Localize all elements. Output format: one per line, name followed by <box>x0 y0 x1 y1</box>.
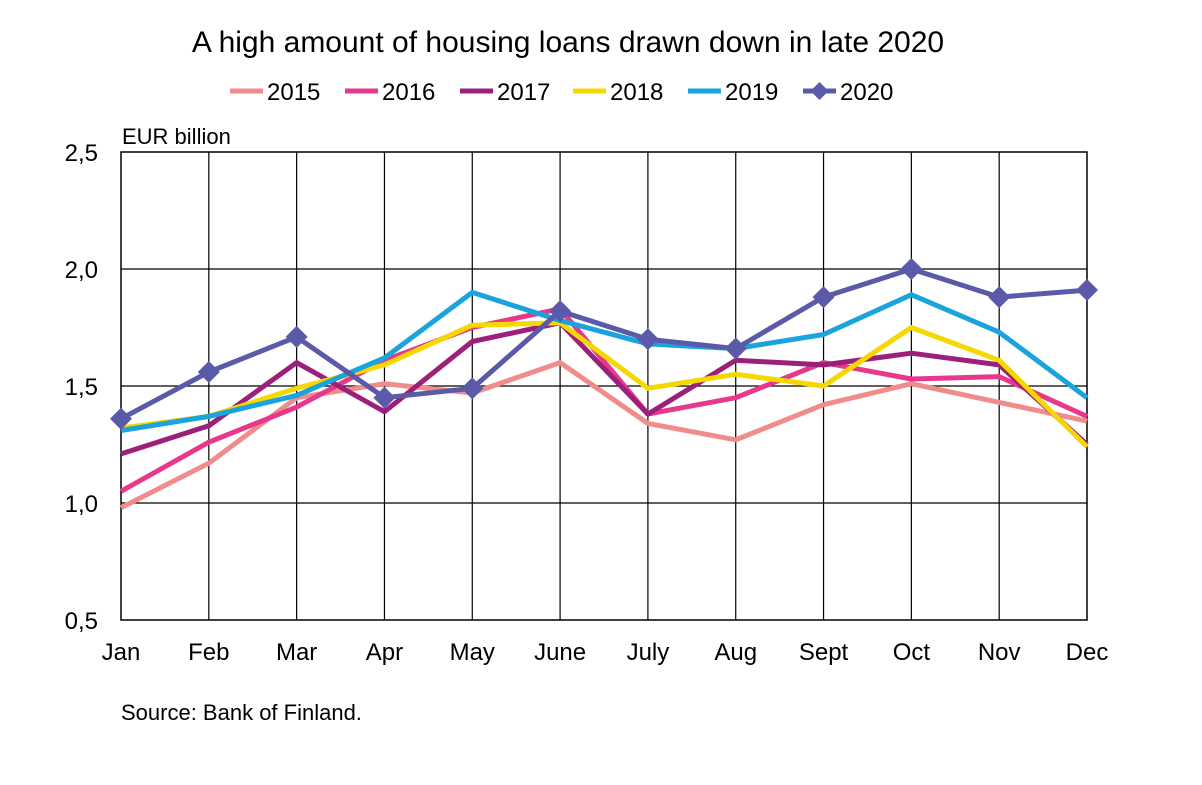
x-tick-label: May <box>450 639 495 666</box>
x-tick-label: Sept <box>799 639 849 666</box>
data-point-2020-Oct <box>900 258 923 280</box>
y-tick-label: 2,0 <box>65 257 98 284</box>
x-tick-label: Oct <box>893 639 931 666</box>
series-line-2016 <box>119 306 1089 494</box>
source-note: Source: Bank of Finland. <box>121 700 362 725</box>
x-tick-label: Mar <box>276 639 317 666</box>
legend-label-2019: 2019 <box>725 79 778 106</box>
plot-area-border <box>120 151 1088 621</box>
x-tick-label: Dec <box>1066 639 1109 666</box>
data-point-2020-Mar <box>285 325 308 348</box>
legend-label-2015: 2015 <box>267 79 320 106</box>
x-tick-label: July <box>627 639 670 666</box>
data-point-2020-Sept <box>812 286 835 309</box>
data-point-2020-Dec <box>1076 279 1098 302</box>
data-point-2020-May <box>461 377 484 400</box>
x-tick-label: June <box>534 639 586 666</box>
series-line-2015 <box>119 360 1088 510</box>
y-tick-label: 0,5 <box>65 608 98 635</box>
series-line-2017 <box>120 320 1089 457</box>
y-tick-label: 1,0 <box>65 491 98 518</box>
legend-label-2018: 2018 <box>610 79 663 106</box>
x-tick-label: Feb <box>188 639 229 666</box>
x-tick-label: Apr <box>366 639 403 666</box>
legend-label-2016: 2016 <box>382 79 435 106</box>
y-tick-label: 1,5 <box>65 374 98 401</box>
x-tick-label: Aug <box>714 639 757 666</box>
series-line-2019 <box>120 289 1089 433</box>
data-point-2020-Jan <box>110 407 132 430</box>
series-lines <box>110 258 1098 510</box>
data-point-2020-Apr <box>373 386 396 409</box>
series-line-2020 <box>119 266 1088 422</box>
legend: 2015 2016 2017 2018 2019 2020 <box>230 79 893 106</box>
y-tick-label: 2,5 <box>65 140 98 167</box>
legend-label-2020: 2020 <box>840 79 893 106</box>
data-point-2020-Nov <box>988 286 1011 309</box>
legend-marker-2020 <box>810 82 829 100</box>
chart-title: A high amount of housing loans drawn dow… <box>192 26 944 59</box>
data-point-2020-Feb <box>197 360 220 383</box>
data-point-2020-July <box>636 328 659 351</box>
y-axis-unit-label: EUR billion <box>122 124 231 149</box>
y-axis-ticks: 0,5 1,0 1,5 2,0 2,5 <box>65 140 98 635</box>
x-tick-label: Nov <box>978 639 1021 666</box>
data-point-2020-June <box>549 300 572 323</box>
x-tick-label: Jan <box>102 639 141 666</box>
series-line-2018 <box>120 320 1089 449</box>
x-axis-ticks: Jan Feb Mar Apr May June July Aug Sept Oct Nov Dec <box>102 639 1109 666</box>
data-point-2020-Aug <box>724 337 747 360</box>
legend-label-2017: 2017 <box>497 79 550 106</box>
